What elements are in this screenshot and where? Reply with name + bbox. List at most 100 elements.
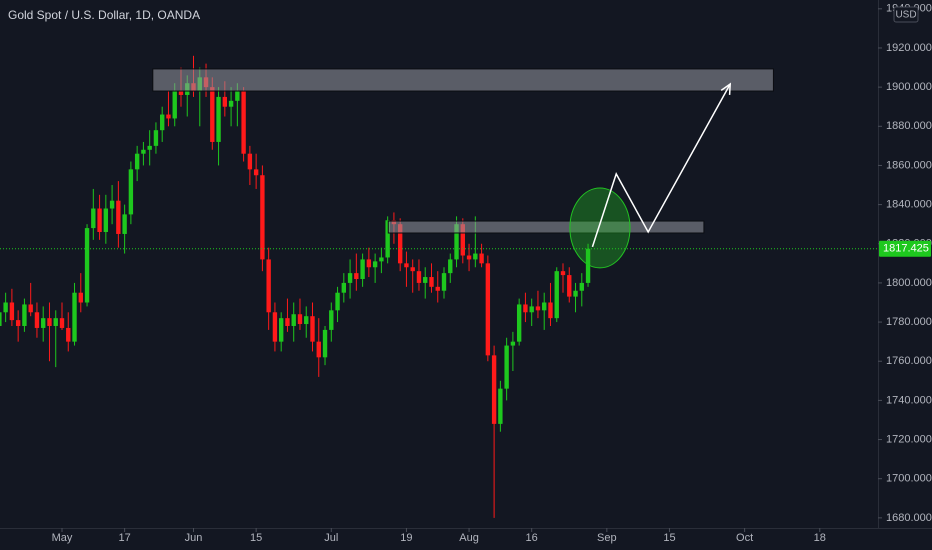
- x-tick-label: 17: [118, 532, 130, 544]
- x-tick-label: 16: [526, 532, 538, 544]
- candle-body: [335, 292, 340, 311]
- chart-title: Gold Spot / U.S. Dollar, 1D, OANDA: [8, 8, 200, 22]
- resistance-zone: [387, 220, 705, 234]
- candle-body: [222, 96, 228, 107]
- x-tick-label: 19: [400, 532, 412, 544]
- candle-body: [228, 100, 234, 107]
- candle-body: [516, 304, 522, 342]
- candle-body: [354, 273, 359, 279]
- candle-body: [22, 304, 27, 326]
- y-tick-label: 1720.000: [886, 433, 932, 445]
- candle-body: [28, 304, 33, 313]
- candle-body: [410, 267, 415, 272]
- candle-body: [498, 388, 503, 424]
- candle-body: [573, 290, 578, 297]
- candle-body: [9, 302, 15, 321]
- resistance-zone: [152, 68, 774, 92]
- candle-body: [272, 312, 278, 342]
- candle-body: [260, 175, 265, 260]
- candle-body: [473, 253, 478, 260]
- candle-body: [466, 255, 472, 260]
- candle-body: [66, 327, 71, 342]
- candle-body: [460, 224, 465, 256]
- candle-body: [423, 277, 428, 283]
- candle-body: [178, 91, 184, 95]
- x-tick-label: Oct: [736, 532, 753, 544]
- y-tick-label: 1760.000: [886, 355, 932, 367]
- candle-body: [567, 275, 572, 297]
- candle-body: [322, 329, 328, 358]
- candle-body: [128, 169, 134, 215]
- candle-body: [310, 316, 315, 342]
- candle-body: [72, 292, 77, 342]
- candle-body: [554, 271, 559, 319]
- candle-body: [116, 200, 121, 234]
- candle-body: [304, 316, 309, 325]
- candle-body: [548, 302, 553, 319]
- candle-body: [329, 310, 334, 330]
- candle-body: [479, 253, 484, 264]
- candle-body: [297, 314, 303, 325]
- last-price-box: [879, 240, 931, 257]
- candle-body: [278, 318, 284, 342]
- y-tick-label: 1740.000: [886, 394, 932, 406]
- y-tick-label: 1840.000: [886, 199, 932, 211]
- candle-body: [3, 302, 8, 313]
- candle-body: [504, 345, 509, 389]
- candle-body: [235, 91, 240, 101]
- candle-body: [122, 214, 127, 234]
- candle-body: [454, 224, 459, 260]
- candle-body: [347, 273, 353, 283]
- candle-body: [535, 306, 541, 311]
- candle-body: [441, 273, 447, 291]
- candle-body: [542, 302, 547, 311]
- arrow-head: [720, 82, 732, 96]
- candle-body: [266, 259, 271, 313]
- candle-body: [134, 153, 140, 170]
- candle-body: [416, 271, 422, 283]
- candle-body: [435, 286, 440, 291]
- highlight-ellipse: [569, 187, 631, 269]
- currency-badge: [893, 6, 919, 23]
- y-tick-label: 1900.000: [886, 81, 932, 93]
- candle-body: [0, 312, 2, 326]
- y-tick-label: 1700.000: [886, 473, 932, 485]
- candle-body: [160, 114, 165, 131]
- candle-body: [241, 91, 246, 154]
- candle-body: [316, 341, 321, 358]
- y-tick-label: 1860.000: [886, 159, 932, 171]
- candle-body: [34, 312, 40, 328]
- plot: [0, 55, 591, 518]
- candle-body: [366, 259, 372, 268]
- x-tick-label: Aug: [459, 532, 479, 544]
- candle-body: [59, 318, 65, 328]
- candle-body: [109, 200, 115, 209]
- candle-body: [47, 318, 52, 326]
- currency-label: USD: [895, 10, 916, 21]
- candle-body: [429, 277, 434, 287]
- candle-body: [529, 306, 534, 313]
- candle-body: [485, 263, 491, 356]
- candle-body: [510, 341, 516, 346]
- x-tick-label: Jun: [185, 532, 203, 544]
- candle-body: [585, 248, 591, 283]
- candle-body: [385, 220, 390, 258]
- candle-body: [172, 91, 177, 119]
- x-tick-label: 15: [663, 532, 675, 544]
- x-tick-label: 15: [250, 532, 262, 544]
- y-tick-label: 1880.000: [886, 120, 932, 132]
- candle-body: [53, 318, 58, 326]
- candle-body: [141, 149, 146, 154]
- x-tick-label: 18: [814, 532, 826, 544]
- last-price-label: 1817.425: [883, 243, 929, 255]
- candle-body: [379, 257, 384, 262]
- x-tick-label: May: [52, 532, 73, 544]
- candle-body: [291, 314, 296, 326]
- candle-body: [15, 320, 21, 326]
- y-tick-label: 1680.000: [886, 512, 932, 524]
- candle-body: [253, 169, 259, 176]
- candle-body: [491, 355, 497, 424]
